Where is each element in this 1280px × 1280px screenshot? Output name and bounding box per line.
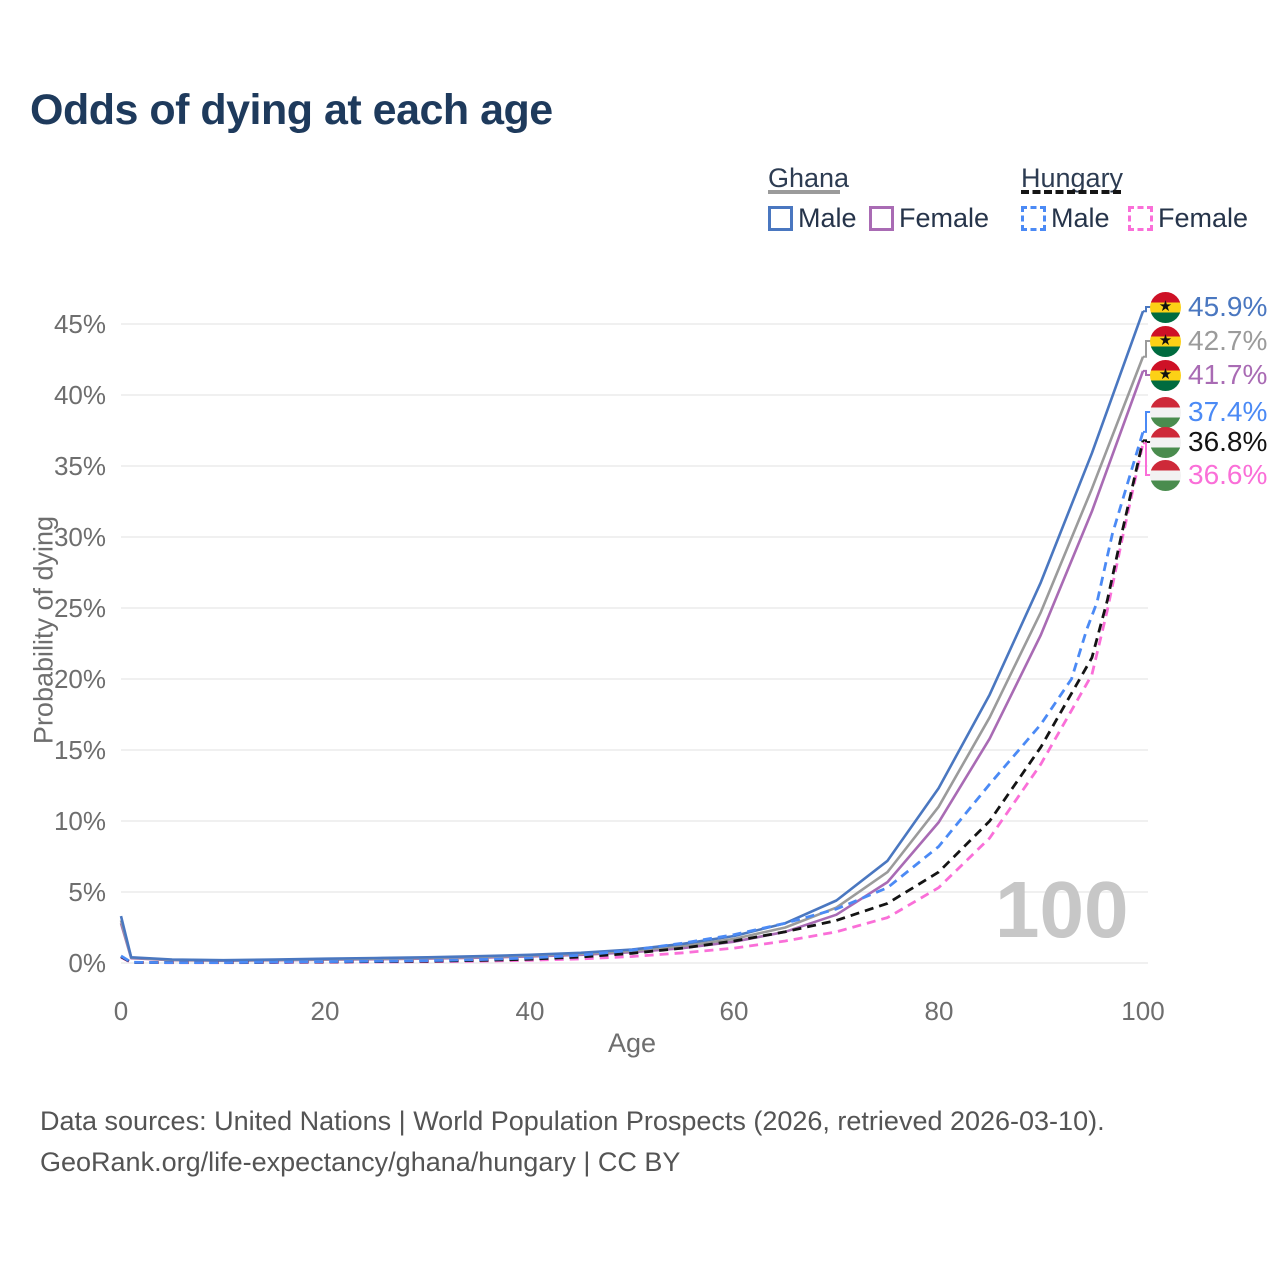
series-line-hungary-both bbox=[120, 440, 1145, 964]
series-line-ghana-male bbox=[119, 310, 1145, 962]
series-end-label-ghana-both: ★ 42.7% bbox=[1150, 324, 1267, 358]
y-tick-label: 25% bbox=[53, 593, 106, 623]
checkbox-icon bbox=[1128, 205, 1153, 231]
y-tick-label: 35% bbox=[53, 451, 106, 481]
ghana-line-style-swatch bbox=[768, 190, 840, 194]
series-end-label-hungary-male: 37.4% bbox=[1150, 395, 1267, 429]
y-tick-label: 30% bbox=[53, 522, 106, 552]
label-connector bbox=[1143, 439, 1152, 443]
y-tick-label: 5% bbox=[68, 877, 106, 907]
legend-item-hungary-male[interactable]: Male bbox=[1021, 203, 1110, 233]
label-connector bbox=[1143, 369, 1152, 376]
label-connector bbox=[1143, 306, 1152, 313]
black-star-icon: ★ bbox=[1158, 297, 1173, 315]
end-value: 36.6% bbox=[1188, 459, 1268, 490]
y-tick-label: 10% bbox=[53, 806, 106, 836]
x-tick-label: 80 bbox=[924, 996, 954, 1026]
series-end-label-ghana-female: ★ 41.7% bbox=[1150, 358, 1267, 392]
y-tick-label: 20% bbox=[53, 664, 106, 694]
legend-item-hungary-female[interactable]: Female bbox=[1128, 203, 1248, 233]
series-line-hungary-female bbox=[120, 443, 1145, 965]
end-value: 42.7% bbox=[1188, 325, 1268, 356]
x-tick-label: 100 bbox=[1121, 996, 1165, 1026]
ghana-flag-icon: ★ bbox=[1150, 325, 1181, 357]
end-value: 41.7% bbox=[1188, 359, 1268, 390]
series-line-ghana-both bbox=[119, 356, 1145, 962]
attribution-note: GeoRank.org/life-expectancy/ghana/hungar… bbox=[40, 1147, 681, 1177]
legend-item-label: Female bbox=[1158, 202, 1249, 233]
legend-item-label: Male bbox=[1051, 202, 1110, 233]
label-connector bbox=[1143, 340, 1152, 358]
series-end-label-hungary-both: 36.8% bbox=[1150, 425, 1267, 459]
x-axis-title: Age bbox=[607, 1028, 657, 1058]
checkbox-icon bbox=[869, 205, 894, 231]
label-connector bbox=[1143, 442, 1152, 476]
end-value: 37.4% bbox=[1188, 396, 1268, 427]
black-star-icon: ★ bbox=[1158, 331, 1173, 349]
ghana-flag-icon: ★ bbox=[1150, 291, 1181, 323]
legend-item-label: Male bbox=[798, 202, 857, 233]
hungary-flag-icon bbox=[1150, 396, 1181, 428]
y-tick-label: 40% bbox=[53, 380, 106, 410]
ghana-flag-icon: ★ bbox=[1150, 359, 1181, 391]
legend-item-ghana-female[interactable]: Female bbox=[869, 203, 989, 233]
hungary-line-style-swatch bbox=[1021, 190, 1121, 194]
age-watermark: 100 bbox=[995, 865, 1129, 954]
hungary-flag-icon bbox=[1150, 459, 1181, 491]
page-title: Odds of dying at each age bbox=[30, 86, 553, 134]
checkbox-icon bbox=[1021, 205, 1046, 231]
legend-item-ghana-male[interactable]: Male bbox=[768, 203, 857, 233]
x-tick-label: 0 bbox=[113, 996, 129, 1026]
end-value: 36.8% bbox=[1188, 426, 1268, 457]
series-line-ghana-female bbox=[119, 370, 1145, 963]
x-tick-label: 40 bbox=[515, 996, 545, 1026]
y-tick-label: 15% bbox=[53, 735, 106, 765]
label-connector bbox=[1143, 411, 1152, 433]
series-line-hungary-male bbox=[120, 431, 1145, 964]
checkbox-icon bbox=[768, 205, 793, 231]
data-source-note: Data sources: United Nations | World Pop… bbox=[40, 1106, 1105, 1136]
black-star-icon: ★ bbox=[1158, 365, 1173, 383]
legend-group-label-ghana: Ghana bbox=[768, 163, 850, 193]
y-tick-label: 45% bbox=[53, 309, 106, 339]
series-end-label-ghana-male: ★ 45.9% bbox=[1150, 290, 1267, 324]
series-end-label-hungary-female: 36.6% bbox=[1150, 458, 1267, 492]
y-tick-label: 0% bbox=[68, 948, 106, 978]
x-tick-label: 20 bbox=[310, 996, 340, 1026]
hungary-flag-icon bbox=[1150, 426, 1181, 458]
end-value: 45.9% bbox=[1188, 291, 1268, 322]
legend-group-label-hungary: Hungary bbox=[1021, 163, 1124, 193]
x-tick-label: 60 bbox=[719, 996, 749, 1026]
legend-item-label: Female bbox=[899, 202, 990, 233]
